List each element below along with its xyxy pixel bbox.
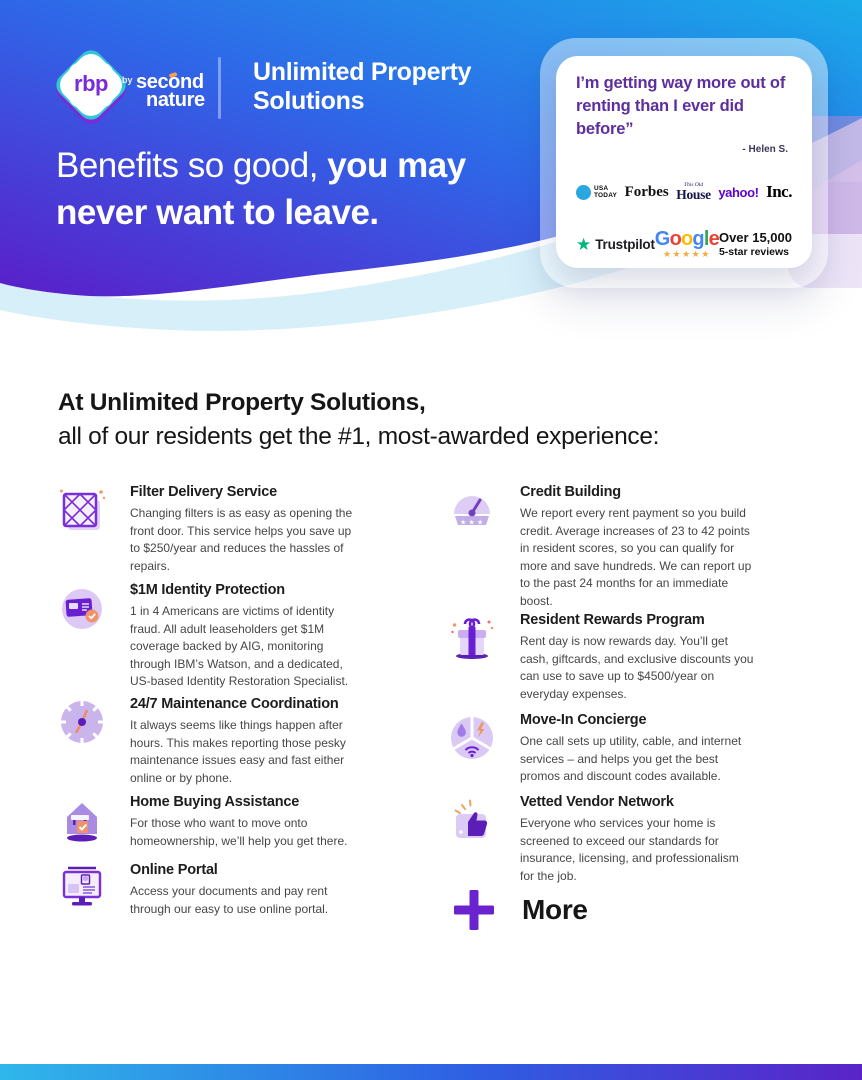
trustpilot-star-icon: ★ [576, 234, 592, 254]
footer-gradient-bar [0, 1064, 862, 1080]
svg-text:★: ★ [469, 519, 475, 527]
this-old-house-logo: This Old House [676, 181, 711, 203]
benefit-body: 1 in 4 Americans are victims of identity… [130, 604, 349, 689]
svg-text:★: ★ [460, 519, 466, 527]
benefit-title: Move-In Concierge [520, 712, 647, 728]
benefit-body: It always seems like things happen after… [130, 718, 346, 785]
clock-icon [58, 698, 106, 746]
benefit-title: Vetted Vendor Network [520, 794, 674, 810]
benefit-maintenance: 24/7 Maintenance Coordination It always … [58, 696, 364, 787]
google-letter: g [692, 228, 704, 251]
benefit-identity-protection: $1M Identity Protection 1 in 4 Americans… [58, 582, 364, 691]
benefit-title: Online Portal [130, 862, 218, 878]
benefit-title: Home Buying Assistance [130, 794, 300, 810]
more-benefits: More [452, 888, 588, 932]
benefit-body: Access your documents and pay rent throu… [130, 884, 329, 916]
product-title: Unlimited Property Solutions [253, 58, 472, 116]
identity-protection-icon [58, 584, 106, 632]
header-divider [218, 57, 221, 119]
google-logo: Google ★★★★★ [654, 228, 720, 260]
utilities-circle-icon [448, 714, 496, 762]
this-old-label: This Old [683, 181, 704, 188]
brand-line2: nature [146, 89, 205, 111]
benefit-body: Changing filters is as easy as opening t… [130, 506, 353, 573]
review-count: Over 15,000 5-star reviews [718, 229, 792, 258]
inc-logo: Inc. [766, 182, 792, 202]
usa-today-logo: USA TODAY [576, 184, 617, 200]
benefit-title: $1M Identity Protection [130, 582, 285, 598]
benefit-move-in-concierge: Move-In Concierge One call sets up utili… [448, 712, 754, 786]
google-letter: e [708, 228, 720, 251]
section-heading: At Unlimited Property Solutions, all of … [58, 386, 660, 454]
online-portal-icon [58, 864, 106, 912]
benefit-credit-building: ★ ★ ★ Credit Building We report every re… [448, 484, 754, 610]
heading-bold: Unlimited Property Solutions [89, 389, 419, 416]
more-label: More [522, 894, 588, 925]
reviews-row: ★ Trustpilot Google ★★★★★ Over 15,000 5-… [576, 225, 792, 263]
testimonial-card: I’m getting way more out of renting than… [556, 56, 812, 268]
section-heading-line1: At Unlimited Property Solutions, [58, 386, 659, 420]
trustpilot-logo: ★ Trustpilot [576, 236, 655, 253]
google-stars-icon: ★★★★★ [662, 249, 711, 260]
benefit-home-buying: Home Buying Assistance For those who wan… [58, 794, 364, 850]
google-letter: o [669, 228, 682, 251]
benefit-body: For those who want to move onto homeowne… [130, 816, 348, 848]
testimonial-quote: I’m getting way more out of renting than… [576, 74, 786, 138]
benefit-title: Resident Rewards Program [520, 612, 705, 628]
yahoo-logo: yahoo! [718, 184, 759, 200]
headline-bold1: you may [327, 146, 466, 185]
usa-today-text: USA TODAY [594, 185, 617, 199]
thumbs-up-icon [448, 796, 496, 844]
house-label: House [676, 187, 711, 203]
testimonial-attribution: - Helen S. [742, 144, 788, 156]
benefit-title: Filter Delivery Service [130, 484, 277, 500]
home-buying-icon [58, 796, 106, 844]
forbes-logo: Forbes [624, 183, 669, 200]
svg-text:★: ★ [477, 519, 483, 527]
trustpilot-label: Trustpilot [595, 236, 655, 252]
usa-today-line2: TODAY [594, 192, 618, 200]
benefit-filter-delivery: Filter Delivery Service Changing filters… [58, 484, 364, 575]
google-word: Google [654, 228, 720, 251]
rbp-logo-text: rbp [74, 71, 108, 96]
review-count-line2: 5-star reviews [718, 245, 790, 258]
usa-today-circle-icon [576, 184, 591, 200]
by-label: by [122, 75, 133, 85]
google-letter: o [680, 228, 693, 251]
benefit-title: 24/7 Maintenance Coordination [130, 696, 339, 712]
rbp-logo: rbp [51, 45, 131, 129]
benefit-body: We report every rent payment so you buil… [520, 506, 752, 608]
plus-icon [452, 888, 496, 932]
benefit-rewards-program: Resident Rewards Program Rent day is now… [448, 612, 754, 703]
benefit-vendor-network: Vetted Vendor Network Everyone who servi… [448, 794, 754, 885]
headline-line1: Benefits so good, you may [56, 143, 466, 190]
benefit-online-portal: Online Portal Access your documents and … [58, 862, 364, 918]
benefit-body: Everyone who services your home is scree… [520, 816, 739, 883]
brand-line1: second [136, 71, 204, 93]
section-heading-line2: all of our residents get the #1, most-aw… [58, 422, 660, 450]
second-nature-logo: by second nature [122, 71, 205, 111]
google-letter: G [654, 228, 671, 251]
google-letter: l [703, 228, 710, 251]
usa-today-line1: USA [594, 185, 609, 193]
filter-icon [58, 486, 106, 534]
review-count-line1: Over 15,000 [718, 229, 792, 245]
headline-light: Benefits so good, [56, 146, 318, 185]
logo-white-shape-inner [69, 63, 113, 107]
heading-prefix: At [58, 389, 90, 416]
benefit-body: One call sets up utility, cable, and int… [520, 734, 742, 784]
benefit-title: Credit Building [520, 484, 621, 500]
headline: Benefits so good, you may never want to … [56, 143, 466, 236]
heading-comma: , [418, 389, 426, 416]
product-title-line2: Solutions [253, 87, 365, 115]
benefit-body: Rent day is now rewards day. You’ll get … [520, 634, 754, 701]
press-logos-row: USA TODAY Forbes This Old House yahoo! I… [576, 179, 792, 205]
product-title-line1: Unlimited Property [253, 58, 472, 86]
gift-icon [448, 614, 496, 662]
headline-bold2: never want to leave. [56, 192, 379, 232]
credit-gauge-icon: ★ ★ ★ [448, 486, 496, 534]
